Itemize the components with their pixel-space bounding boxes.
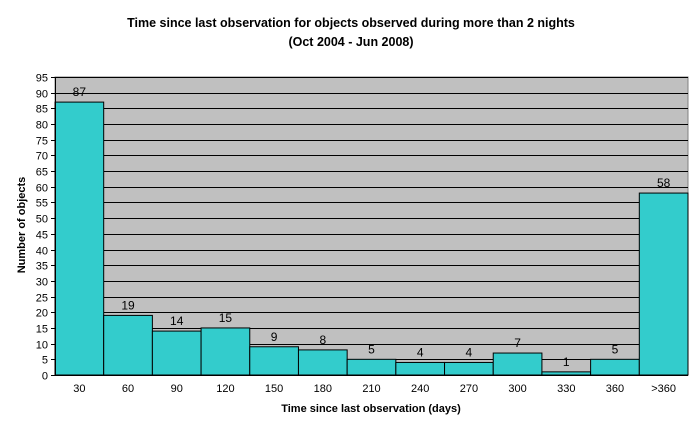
bar bbox=[54, 101, 105, 376]
y-tick-label: 20 bbox=[36, 308, 48, 320]
x-tick-label: 300 bbox=[508, 383, 526, 395]
x-tick-label: 180 bbox=[314, 383, 332, 395]
x-tick-label: 60 bbox=[122, 383, 134, 395]
bars bbox=[54, 101, 689, 376]
data-label: 7 bbox=[514, 336, 521, 350]
x-axis-ticks: 30 60 90 120 150 180 210 240 270 300 330 360 >360 bbox=[55, 375, 688, 395]
y-tick-label: 85 bbox=[36, 104, 48, 116]
bar bbox=[541, 371, 592, 376]
y-tick-label: 25 bbox=[36, 293, 48, 305]
x-tick-label: 270 bbox=[460, 383, 478, 395]
y-tick-label: 80 bbox=[36, 120, 48, 132]
x-tick-label: 330 bbox=[557, 383, 575, 395]
y-tick-label: 10 bbox=[36, 340, 48, 352]
data-label: 87 bbox=[73, 85, 87, 99]
gridlines bbox=[55, 77, 688, 360]
y-axis-ticks: 0 5 10 15 20 25 30 35 40 45 50 55 60 65 70 75 80 85 90 95 bbox=[36, 73, 56, 383]
y-tick-label: 15 bbox=[36, 324, 48, 336]
x-tick-label: 90 bbox=[171, 383, 183, 395]
x-tick-label: 150 bbox=[265, 383, 283, 395]
y-tick-label: 45 bbox=[36, 230, 48, 242]
y-tick-label: 50 bbox=[36, 214, 48, 226]
y-tick-label: 95 bbox=[36, 73, 48, 85]
data-label: 8 bbox=[319, 333, 326, 347]
y-tick-label: 60 bbox=[36, 183, 48, 195]
y-tick-label: 40 bbox=[36, 246, 48, 258]
x-axis-label: Time since last observation (days) bbox=[281, 403, 461, 415]
chart-title: Time since last observation for objects … bbox=[127, 16, 575, 30]
data-label: 19 bbox=[121, 298, 135, 312]
data-label: 58 bbox=[657, 176, 671, 190]
y-tick-label: 5 bbox=[42, 355, 48, 367]
plot-area bbox=[54, 76, 689, 376]
x-tick-label: >360 bbox=[651, 383, 676, 395]
y-tick-label: 75 bbox=[36, 136, 48, 148]
data-label: 14 bbox=[170, 314, 184, 328]
bar bbox=[444, 361, 494, 376]
x-tick-label: 360 bbox=[606, 383, 624, 395]
y-tick-label: 65 bbox=[36, 167, 48, 179]
data-label: 5 bbox=[612, 342, 619, 356]
data-label: 1 bbox=[563, 355, 570, 369]
data-label: 5 bbox=[368, 342, 375, 356]
y-tick-label: 90 bbox=[36, 89, 48, 101]
data-label: 15 bbox=[219, 311, 233, 325]
bar bbox=[395, 361, 446, 376]
data-label: 4 bbox=[466, 345, 473, 359]
bar bbox=[200, 327, 251, 376]
bar bbox=[492, 352, 543, 376]
bar bbox=[151, 330, 202, 376]
y-tick-label: 0 bbox=[42, 371, 48, 383]
bar bbox=[249, 346, 299, 376]
data-label: 4 bbox=[417, 345, 424, 359]
bar bbox=[590, 358, 640, 376]
y-axis-label: Number of objects bbox=[16, 177, 28, 274]
data-label: 9 bbox=[271, 330, 278, 344]
y-tick-label: 70 bbox=[36, 151, 48, 163]
y-tick-label: 30 bbox=[36, 277, 48, 289]
x-tick-label: 210 bbox=[362, 383, 380, 395]
bar bbox=[638, 192, 689, 376]
x-tick-label: 120 bbox=[216, 383, 234, 395]
y-tick-label: 55 bbox=[36, 198, 48, 210]
x-tick-label: 240 bbox=[411, 383, 429, 395]
y-tick-label: 35 bbox=[36, 261, 48, 273]
bar bbox=[346, 358, 397, 376]
x-tick-label: 30 bbox=[73, 383, 85, 395]
bar bbox=[297, 349, 348, 376]
chart-subtitle: (Oct 2004 - Jun 2008) bbox=[288, 35, 413, 49]
bar bbox=[103, 314, 153, 376]
